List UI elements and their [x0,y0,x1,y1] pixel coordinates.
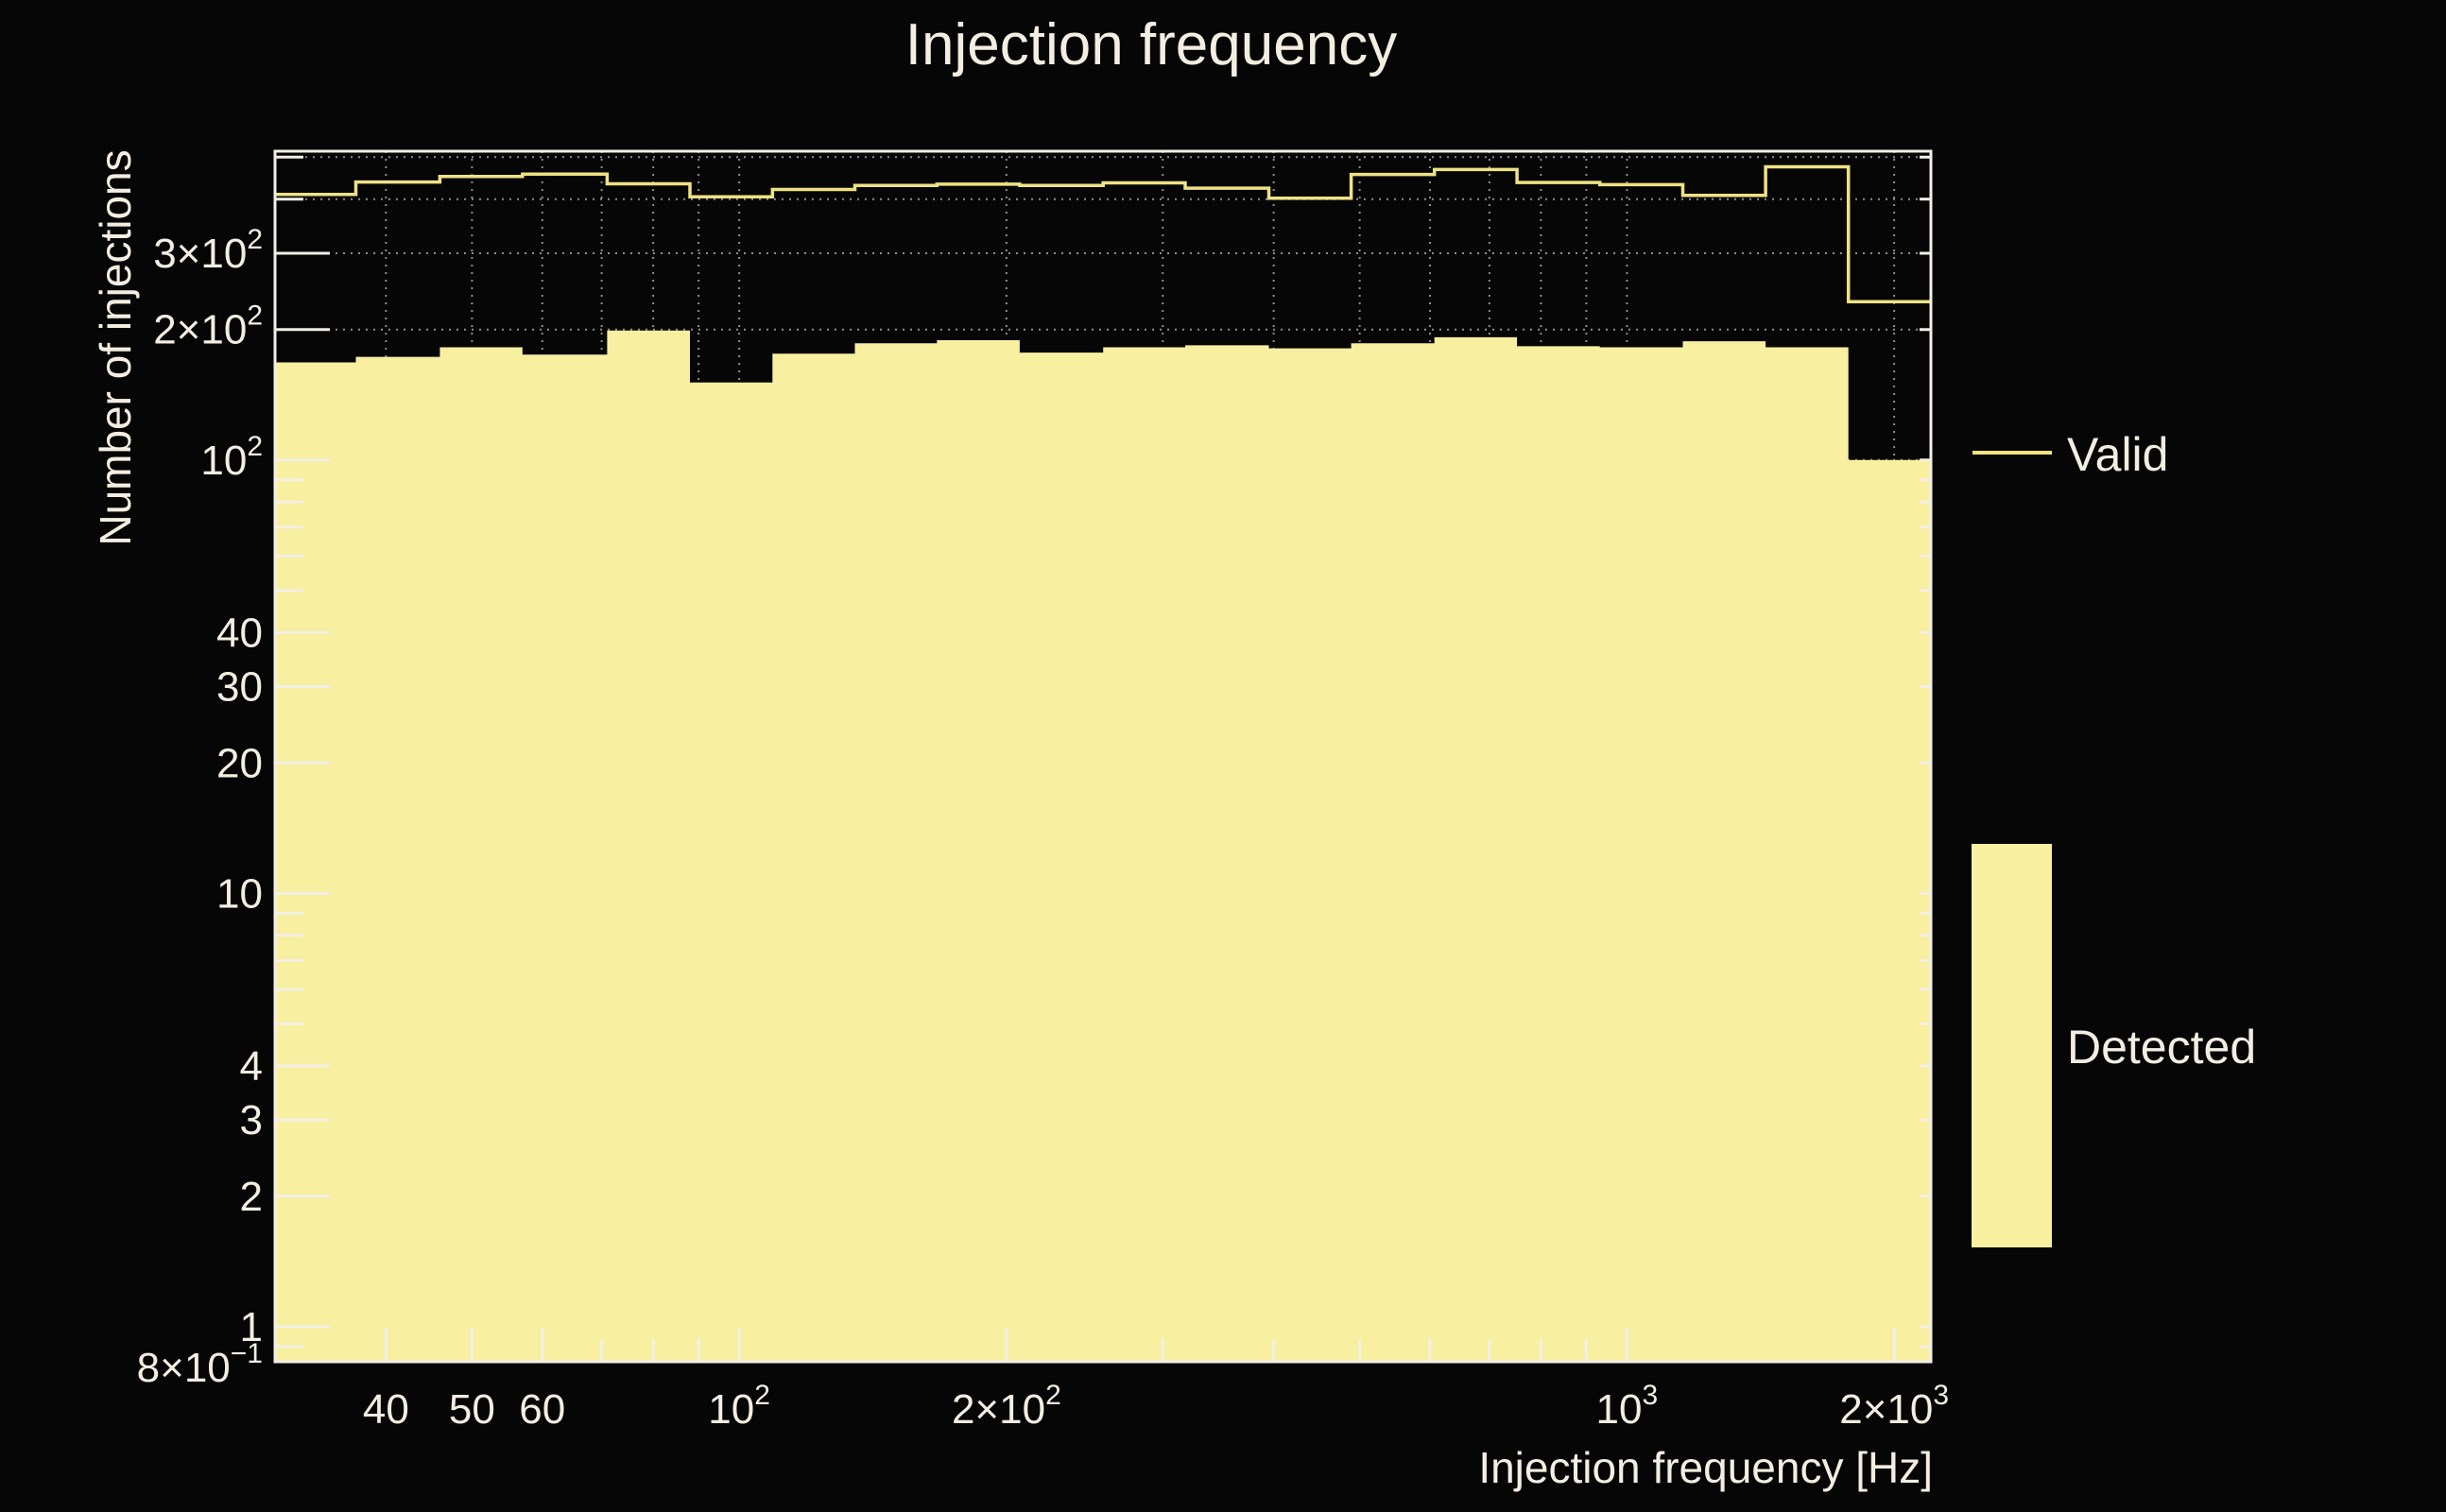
y-tick-labels: 3×102 2×102 102 40 30 20 10 4 3 2 18×10−1 [137,224,263,1391]
svg-text:40: 40 [216,610,263,656]
svg-text:3×102: 3×102 [153,224,263,277]
svg-text:102: 102 [708,1380,770,1433]
valid-histogram [275,164,1931,303]
legend-valid-line-swatch [1972,451,2052,455]
svg-text:102: 102 [200,431,263,484]
svg-text:2×102: 2×102 [952,1380,1061,1433]
svg-text:40: 40 [363,1386,409,1433]
svg-text:60: 60 [519,1386,565,1433]
svg-text:3: 3 [240,1097,263,1143]
svg-text:1: 1 [240,1304,263,1350]
svg-text:30: 30 [216,664,263,711]
svg-text:2: 2 [240,1174,263,1220]
legend-valid-label: Valid [2067,428,2169,481]
legend-detected-label: Detected [2067,1021,2257,1074]
detected-histogram [275,330,1931,1363]
svg-text:103: 103 [1596,1380,1659,1433]
svg-text:2×102: 2×102 [153,301,263,353]
svg-text:20: 20 [216,740,263,786]
svg-text:2×103: 2×103 [1839,1380,1949,1433]
svg-text:10: 10 [216,870,263,917]
chart-title: Injection frequency [904,12,1398,77]
svg-text:8×10−1: 8×10−1 [137,1338,263,1391]
y-axis-title: Number of injections [91,149,140,546]
svg-text:4: 4 [240,1043,263,1090]
legend-detected-fill-swatch [1972,844,2052,1247]
plot-frame [273,149,1933,1364]
x-tick-labels: 40 50 60 102 2×102 103 2×103 [363,1380,1949,1433]
svg-text:50: 50 [449,1386,495,1433]
axis-ticks [275,155,1931,1362]
x-axis-title: Injection frequency [Hz] [1478,1443,1933,1492]
